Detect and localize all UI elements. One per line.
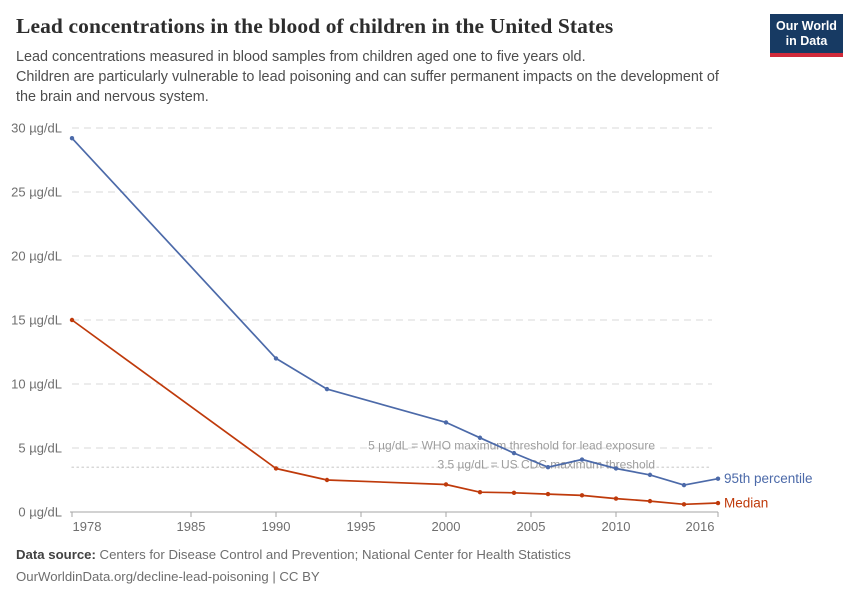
data-point[interactable]	[613, 496, 619, 501]
data-point[interactable]	[443, 482, 449, 487]
y-axis-tick-label: 15 µg/dL	[11, 313, 62, 328]
owid-logo-stripe	[770, 53, 843, 57]
data-point[interactable]	[715, 500, 721, 506]
data-source-label: Data source:	[16, 547, 96, 562]
data-point[interactable]	[69, 317, 75, 323]
data-point[interactable]	[477, 435, 483, 440]
data-point[interactable]	[324, 477, 330, 483]
data-point[interactable]	[511, 450, 517, 456]
data-point[interactable]	[273, 356, 279, 361]
chart-footer: Data source: Centers for Disease Control…	[16, 544, 816, 588]
data-point[interactable]	[545, 491, 551, 497]
threshold-annotation: 5 µg/dL = WHO maximum threshold for lead…	[368, 439, 655, 453]
data-point[interactable]	[579, 457, 585, 462]
threshold-annotation: 3.5 µg/dL = US CDC maximum threshold	[437, 458, 655, 472]
data-point[interactable]	[647, 472, 653, 478]
data-point[interactable]	[511, 490, 517, 495]
y-axis-tick-label: 5 µg/dL	[18, 441, 62, 456]
data-point[interactable]	[613, 466, 619, 471]
y-axis-tick-label: 30 µg/dL	[11, 121, 62, 136]
y-axis-tick-label: 20 µg/dL	[11, 249, 62, 264]
subtitle-line: Children are particularly vulnerable to …	[16, 69, 719, 85]
data-source-line: Data source: Centers for Disease Control…	[16, 544, 816, 566]
x-axis-tick-label: 2000	[432, 519, 461, 534]
owid-logo-line2: in Data	[785, 34, 828, 48]
x-axis-tick-label: 1978	[73, 519, 102, 534]
x-axis-tick-label: 2005	[517, 519, 546, 534]
y-axis-tick-label: 25 µg/dL	[11, 185, 62, 200]
owid-logo-line1: Our World	[776, 19, 837, 33]
data-source-text: Centers for Disease Control and Preventi…	[95, 547, 571, 562]
subtitle-line: the brain and nervous system.	[16, 89, 209, 105]
data-point[interactable]	[647, 498, 653, 504]
x-axis-tick-label: 1985	[177, 519, 206, 534]
series-end-label: 95th percentile	[724, 471, 813, 486]
x-axis-tick-label: 2010	[602, 519, 631, 534]
data-point[interactable]	[579, 493, 585, 498]
owid-logo[interactable]: Our World in Data	[770, 14, 843, 57]
data-point[interactable]	[715, 476, 721, 481]
page-title: Lead concentrations in the blood of chil…	[16, 14, 614, 38]
data-point[interactable]	[324, 386, 330, 392]
series-end-label: Median	[724, 496, 768, 511]
data-point[interactable]	[69, 136, 75, 141]
data-point[interactable]	[443, 420, 449, 425]
subtitle-line: Lead concentrations measured in blood sa…	[16, 49, 586, 65]
data-point[interactable]	[545, 465, 551, 470]
series-line-95th-percentile[interactable]	[71, 137, 719, 486]
data-point[interactable]	[477, 489, 483, 495]
y-axis-tick-label: 10 µg/dL	[11, 377, 62, 392]
data-point[interactable]	[681, 482, 687, 488]
series-line-median[interactable]	[71, 319, 719, 506]
x-axis-tick-label: 1995	[347, 519, 376, 534]
owid-logo-box: Our World in Data	[770, 14, 843, 53]
x-axis-tick-label: 1990	[262, 519, 291, 534]
data-point[interactable]	[681, 502, 687, 507]
x-axis-tick-label: 2016	[686, 519, 715, 534]
data-point[interactable]	[273, 466, 279, 471]
owid-url-link[interactable]: OurWorldinData.org/decline-lead-poisonin…	[16, 569, 320, 584]
y-axis-tick-label: 0 µg/dL	[18, 505, 62, 520]
chart-subtitle: Lead concentrations measured in blood sa…	[16, 47, 776, 107]
